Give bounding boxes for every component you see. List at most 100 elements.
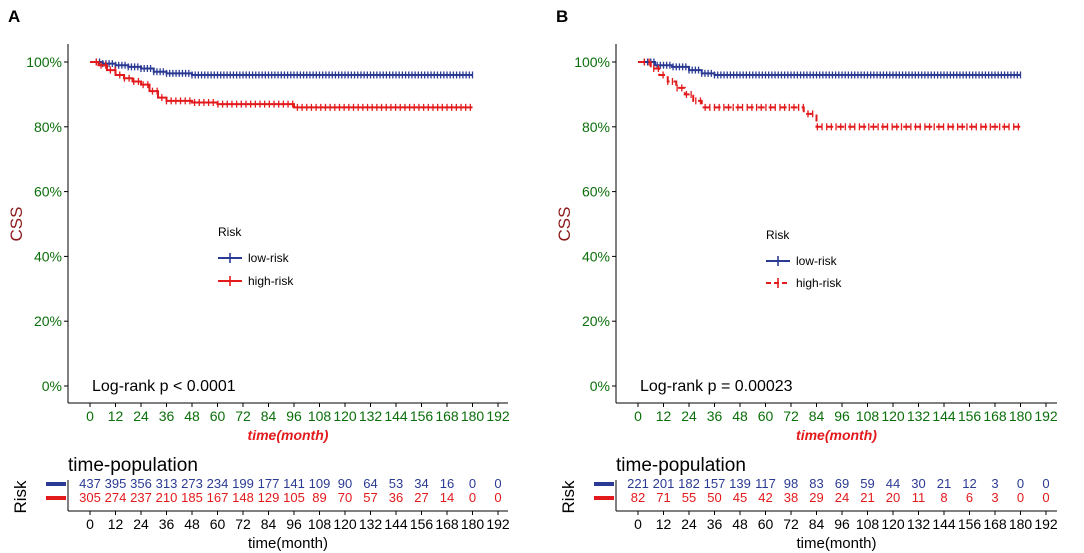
risk-count-high-risk: 167 [207,490,229,505]
risk-count-high-risk: 20 [886,490,900,505]
legend-title: Risk [766,228,790,242]
risk-count-high-risk: 210 [156,490,178,505]
risk-count-low-risk: 157 [704,476,726,491]
risk-x-tick-label: 72 [235,516,251,532]
x-tick-label: 144 [384,408,408,424]
risk-count-low-risk: 395 [105,476,127,491]
risk-x-tick-label: 96 [834,516,850,532]
risk-count-high-risk: 71 [656,490,670,505]
risk-x-tick-label: 36 [159,516,175,532]
risk-x-tick-label: 0 [86,516,94,532]
x-tick-label: 180 [461,408,485,424]
risk-x-tick-label: 132 [359,516,383,532]
risk-count-low-risk: 234 [207,476,229,491]
x-tick-label: 36 [159,408,175,424]
x-tick-label: 96 [834,408,850,424]
risk-x-tick-label: 108 [308,516,332,532]
censor-marks-low-risk [95,58,474,79]
risk-x-tick-label: 84 [809,516,825,532]
x-tick-label: 12 [108,408,124,424]
x-tick-label: 168 [435,408,459,424]
risk-x-tick-label: 12 [108,516,124,532]
risk-count-high-risk: 274 [105,490,127,505]
risk-count-low-risk: 64 [363,476,377,491]
y-tick-label: 20% [34,313,62,329]
risk-count-low-risk: 437 [79,476,101,491]
risk-count-low-risk: 21 [937,476,951,491]
risk-count-high-risk: 27 [414,490,428,505]
risk-count-low-risk: 0 [1017,476,1024,491]
risk-count-high-risk: 148 [232,490,254,505]
x-tick-label: 48 [732,408,748,424]
risk-x-tick-label: 24 [133,516,149,532]
risk-count-high-risk: 0 [469,490,476,505]
risk-x-tick-label: 96 [286,516,302,532]
risk-count-low-risk: 356 [130,476,152,491]
risk-table-x-title: time(month) [248,535,328,552]
pvalue-text: Log-rank p < 0.0001 [92,378,236,395]
risk-count-high-risk: 21 [860,490,874,505]
x-tick-label: 120 [881,408,905,424]
risk-x-tick-label: 144 [932,516,956,532]
risk-table: time-population Risk 437 395 356 313 273 234 199… [11,455,510,552]
risk-count-low-risk: 199 [232,476,254,491]
risk-x-tick-label: 168 [983,516,1007,532]
y-tick-label: 40% [34,248,62,264]
panel-a: A0%20%40%60%80%100%0 12 24 36 48 60 72 84 96 108 1… [7,7,510,552]
curve-high-risk [90,61,473,109]
risk-x-tick-label: 168 [435,516,459,532]
x-tick-label: 48 [184,408,200,424]
x-tick-label: 132 [907,408,931,424]
risk-x-tick-label: 144 [384,516,408,532]
risk-x-tick-label: 180 [1009,516,1033,532]
risk-count-high-risk: 305 [79,490,101,505]
risk-count-low-risk: 3 [991,476,998,491]
censor-marks-high-risk [95,58,472,111]
risk-count-low-risk: 83 [809,476,823,491]
risk-count-low-risk: 59 [860,476,874,491]
risk-table-x-title: time(month) [796,535,876,552]
legend-label-low-risk: low-risk [248,251,290,265]
x-tick-label: 96 [286,408,302,424]
x-tick-label: 84 [809,408,825,424]
y-tick-label: 60% [34,184,62,200]
risk-count-low-risk: 34 [414,476,428,491]
legend-label-high-risk: high-risk [248,274,294,288]
curve-high-risk [638,61,1021,128]
y-tick-label: 60% [582,184,610,200]
panel-label: B [556,7,568,26]
risk-x-tick-label: 180 [461,516,485,532]
risk-count-high-risk: 38 [784,490,798,505]
risk-count-low-risk: 201 [653,476,675,491]
risk-count-high-risk: 129 [258,490,280,505]
risk-x-tick-label: 120 [881,516,905,532]
x-tick-label: 120 [333,408,357,424]
risk-count-low-risk: 69 [835,476,849,491]
x-tick-label: 156 [410,408,434,424]
risk-count-high-risk: 24 [835,490,849,505]
risk-count-low-risk: 44 [886,476,900,491]
risk-count-high-risk: 42 [758,490,772,505]
risk-x-tick-label: 24 [681,516,697,532]
risk-x-tick-label: 12 [656,516,672,532]
x-tick-label: 132 [359,408,383,424]
panel-b: B0%20%40%60%80%100%0 12 24 36 48 60 72 84 96 108 1… [555,7,1058,552]
risk-count-high-risk: 0 [494,490,501,505]
risk-count-high-risk: 14 [440,490,454,505]
x-tick-label: 156 [958,408,982,424]
risk-count-high-risk: 50 [707,490,721,505]
y-axis-title: CSS [7,207,26,242]
x-tick-label: 12 [656,408,672,424]
risk-count-low-risk: 53 [389,476,403,491]
x-axis-title: time(month) [796,427,877,443]
x-tick-label: 36 [707,408,723,424]
x-tick-label: 168 [983,408,1007,424]
legend-label-high-risk: high-risk [796,276,842,290]
risk-count-high-risk: 8 [940,490,947,505]
risk-x-tick-label: 48 [732,516,748,532]
risk-x-tick-label: 0 [634,516,642,532]
risk-count-low-risk: 0 [494,476,501,491]
x-axis-title: time(month) [248,427,329,443]
